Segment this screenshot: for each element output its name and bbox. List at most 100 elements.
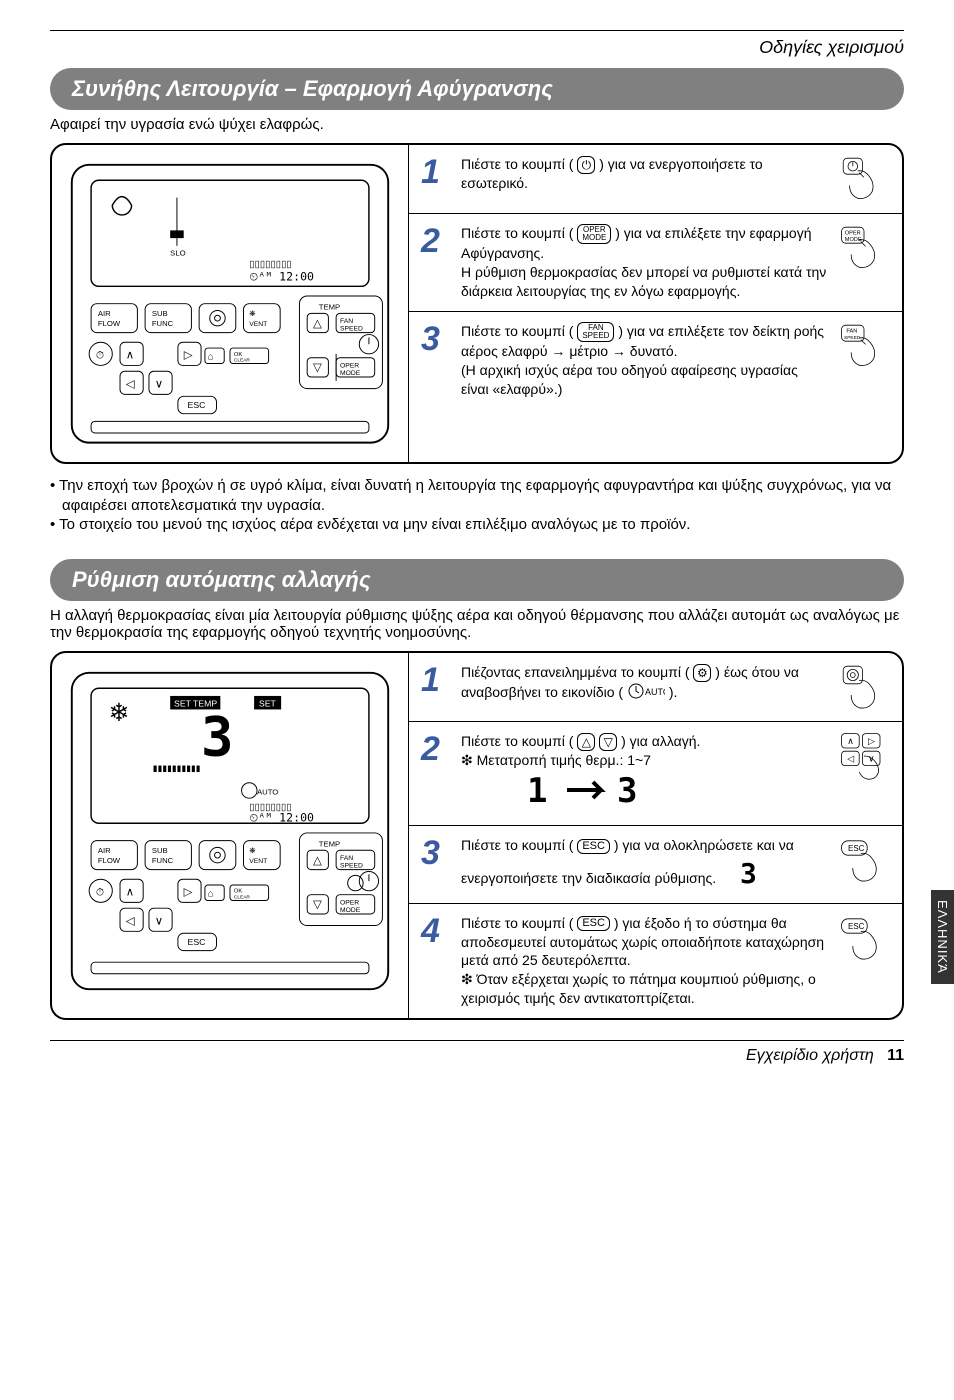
step-text-a: Πιέστε το κουμπί ( bbox=[461, 323, 573, 339]
step-text-c: ). bbox=[669, 684, 678, 700]
svg-text:❋: ❋ bbox=[249, 309, 256, 318]
svg-text:SPEED: SPEED bbox=[844, 335, 861, 341]
step-sub: ❇ Όταν εξέρχεται χωρίς το πάτημα κουμπιο… bbox=[461, 971, 816, 1006]
svg-text:∧: ∧ bbox=[126, 887, 134, 899]
step-text: Πιέστε το κουμπί ( △ ▽ ) για αλλαγή. ❇ Μ… bbox=[461, 732, 828, 815]
note-item: Την εποχή των βροχών ή σε υγρό κλίμα, εί… bbox=[50, 476, 904, 515]
step-number: 2 bbox=[421, 732, 451, 815]
svg-text:FUNC: FUNC bbox=[152, 319, 174, 328]
section1-title: Συνήθης Λειτουργία – Εφαρμογή Αφύγρανσης bbox=[50, 68, 904, 110]
fan-speed-button-icon: FAN SPEED bbox=[577, 322, 614, 342]
svg-text:OPER: OPER bbox=[340, 899, 359, 906]
svg-text:SPEED: SPEED bbox=[340, 326, 363, 333]
step-number: 4 bbox=[421, 914, 451, 1008]
svg-text:VENT: VENT bbox=[249, 321, 267, 328]
header-text: Οδηγίες χειρισμού bbox=[50, 37, 904, 58]
page-number: 11 bbox=[887, 1047, 904, 1064]
svg-text:∨: ∨ bbox=[155, 379, 163, 391]
auto-icon: AUTO bbox=[627, 682, 665, 705]
language-tab: ΕΛΛΗΝΙΚΆ bbox=[931, 890, 954, 984]
hand-icon: ∧ ◁ ▷ ∨ bbox=[838, 732, 890, 815]
svg-text:OPER: OPER bbox=[845, 230, 861, 236]
svg-text:⌂: ⌂ bbox=[208, 889, 214, 900]
hand-icon: ESC bbox=[838, 836, 890, 893]
step-text-c: (Η αρχική ισχύς αέρα του οδηγού αφαίρεση… bbox=[461, 362, 798, 397]
svg-text:⏲ᴬᴹ 12:00: ⏲ᴬᴹ 12:00 bbox=[249, 270, 314, 284]
svg-text:AIR: AIR bbox=[98, 846, 111, 855]
svg-text:3: 3 bbox=[201, 706, 234, 769]
section2-subtitle: Η αλλαγή θερμοκρασίας είναι μία λειτουργ… bbox=[50, 607, 904, 641]
section1-panel: SLO ▯▯▯▯▯▯▯▯ ⏲ᴬᴹ 12:00 AIRFLOW SUBFUNC ❋… bbox=[50, 143, 904, 464]
svg-text:▷: ▷ bbox=[868, 736, 875, 746]
step-number: 2 bbox=[421, 224, 451, 301]
svg-text:△: △ bbox=[313, 855, 323, 867]
svg-text:ESC: ESC bbox=[188, 937, 206, 947]
svg-text:1: 1 bbox=[527, 771, 547, 810]
step-text-a: Πιέστε το κουμπί ( bbox=[461, 733, 573, 749]
svg-text:MODE: MODE bbox=[340, 370, 361, 377]
svg-text:AIR: AIR bbox=[98, 309, 111, 318]
svg-text:∧: ∧ bbox=[126, 350, 134, 362]
step-text: Πιέζοντας επανειλημμένα το κουμπί ( ⚙ ) … bbox=[461, 663, 828, 711]
s2-step3: 3 Πιέστε το κουμπί ( ESC ) για να ολοκλη… bbox=[409, 825, 902, 903]
svg-text:▽: ▽ bbox=[313, 899, 323, 911]
step-text: Πιέστε το κουμπί ( ESC ) για έξοδο ή το … bbox=[461, 914, 828, 1008]
svg-text:▽: ▽ bbox=[313, 362, 323, 374]
svg-text:⌂: ⌂ bbox=[208, 352, 214, 363]
s1-step1: 1 Πιέστε το κουμπί ( ⏻ ) για να ενεργοπο… bbox=[409, 145, 902, 213]
header-rule bbox=[50, 30, 904, 31]
step-text-a: Πιέστε το κουμπί ( bbox=[461, 156, 573, 172]
svg-text:3: 3 bbox=[617, 771, 637, 810]
step-text-c: Η ρύθμιση θερμοκρασίας δεν μπορεί να ρυθ… bbox=[461, 264, 826, 299]
svg-text:▮▮▮▮▮▮▮▮▮▮: ▮▮▮▮▮▮▮▮▮▮ bbox=[153, 763, 201, 773]
s2-step4: 4 Πιέστε το κουμπί ( ESC ) για έξοδο ή τ… bbox=[409, 903, 902, 1018]
step-text-a: Πιέστε το κουμπί ( bbox=[461, 915, 573, 931]
s2-step2: 2 Πιέστε το κουμπί ( △ ▽ ) για αλλαγή. ❇… bbox=[409, 721, 902, 825]
svg-text:ESC: ESC bbox=[848, 922, 865, 931]
svg-text:▷: ▷ bbox=[184, 887, 194, 899]
svg-text:◁: ◁ bbox=[126, 915, 136, 927]
remote-illustration-2: ❄ SET TEMP SET 3 ▮▮▮▮▮▮▮▮▮▮ AUTO ▯▯▯▯▯▯▯… bbox=[66, 667, 394, 995]
oper-mode-button-icon: OPER MODE bbox=[577, 224, 611, 244]
footer: Εγχειρίδιο χρήστη 11 bbox=[50, 1040, 904, 1065]
section2-remote: ❄ SET TEMP SET 3 ▮▮▮▮▮▮▮▮▮▮ AUTO ▯▯▯▯▯▯▯… bbox=[52, 653, 409, 1018]
svg-text:△: △ bbox=[313, 318, 323, 330]
svg-text:SLO: SLO bbox=[170, 248, 185, 257]
svg-text:⏱: ⏱ bbox=[96, 350, 104, 362]
section1-notes: Την εποχή των βροχών ή σε υγρό κλίμα, εί… bbox=[50, 476, 904, 535]
esc-button-icon: ESC bbox=[577, 839, 610, 854]
step-sub: ❇ Μετατροπή τιμής θερμ.: 1~7 bbox=[461, 752, 651, 768]
svg-text:SET: SET bbox=[259, 698, 277, 708]
svg-text:SUB: SUB bbox=[152, 309, 168, 318]
hand-icon: OPERMODE bbox=[838, 224, 890, 301]
svg-text:OK: OK bbox=[234, 352, 242, 358]
svg-text:FAN: FAN bbox=[340, 855, 353, 862]
svg-text:SUB: SUB bbox=[152, 846, 168, 855]
up-icon: △ bbox=[577, 733, 595, 751]
hand-icon: FANSPEED bbox=[838, 322, 890, 399]
step-text-a: Πιέστε το κουμπί ( bbox=[461, 225, 573, 241]
s1-step3: 3 Πιέστε το κουμπί ( FAN SPEED ) για να … bbox=[409, 311, 902, 409]
svg-text:CLEAR: CLEAR bbox=[234, 894, 251, 900]
step-text-b: ) για αλλαγή. bbox=[621, 733, 700, 749]
note-item: Το στοιχείο του μενού της ισχύος αέρα εν… bbox=[50, 515, 904, 535]
svg-text:∨: ∨ bbox=[868, 754, 874, 764]
svg-text:CLEAR: CLEAR bbox=[234, 358, 251, 364]
svg-text:TEMP: TEMP bbox=[319, 302, 340, 311]
svg-text:⏲ᴬᴹ 12:00: ⏲ᴬᴹ 12:00 bbox=[249, 810, 314, 824]
section2-title: Ρύθμιση αυτόματης αλλαγής bbox=[50, 559, 904, 601]
svg-text:◁: ◁ bbox=[847, 754, 854, 764]
digit-value: 3 bbox=[740, 857, 757, 890]
gear-icon: ⚙ bbox=[693, 664, 711, 682]
esc-button-icon: ESC bbox=[577, 916, 610, 931]
svg-text:OK: OK bbox=[234, 889, 242, 895]
section2-panel: ❄ SET TEMP SET 3 ▮▮▮▮▮▮▮▮▮▮ AUTO ▯▯▯▯▯▯▯… bbox=[50, 651, 904, 1020]
hand-icon: ESC bbox=[838, 914, 890, 1008]
svg-text:FUNC: FUNC bbox=[152, 856, 174, 865]
svg-text:❋: ❋ bbox=[249, 846, 256, 855]
value-change-icon: 1 3 bbox=[521, 770, 661, 815]
remote-illustration-1: SLO ▯▯▯▯▯▯▯▯ ⏲ᴬᴹ 12:00 AIRFLOW SUBFUNC ❋… bbox=[66, 159, 394, 448]
step-text: Πιέστε το κουμπί ( ESC ) για να ολοκληρώ… bbox=[461, 836, 828, 893]
svg-text:FAN: FAN bbox=[846, 328, 857, 334]
svg-text:ESC: ESC bbox=[188, 400, 206, 410]
